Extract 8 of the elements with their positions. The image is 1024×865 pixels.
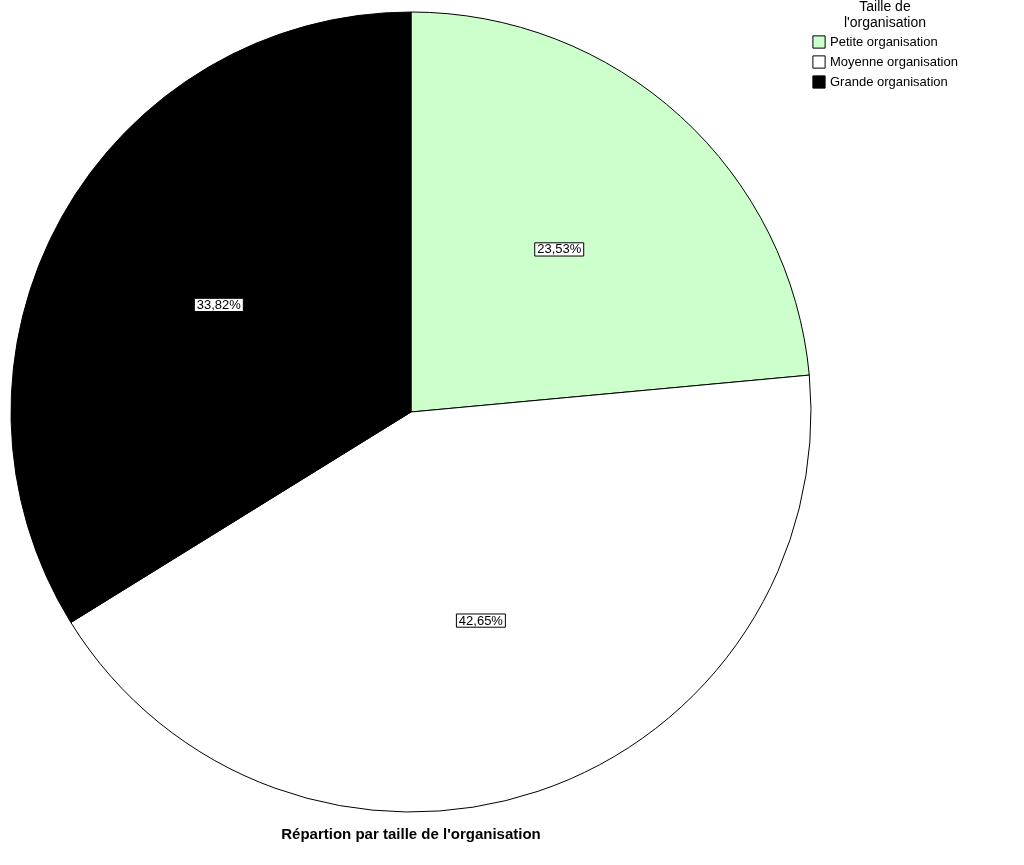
legend-label: Grande organisation: [830, 74, 948, 89]
legend-title: Taille de l'organisation: [843, 0, 927, 30]
data-label: 42,65%: [458, 612, 504, 628]
data-label: 23,53%: [537, 241, 582, 257]
legend-label: Moyenne organisation: [830, 54, 958, 69]
legend-label: Petite organisation: [830, 34, 938, 49]
text: Répartion par taille de l'organisation: [281, 825, 541, 842]
data-label: 33,82%: [196, 296, 242, 312]
